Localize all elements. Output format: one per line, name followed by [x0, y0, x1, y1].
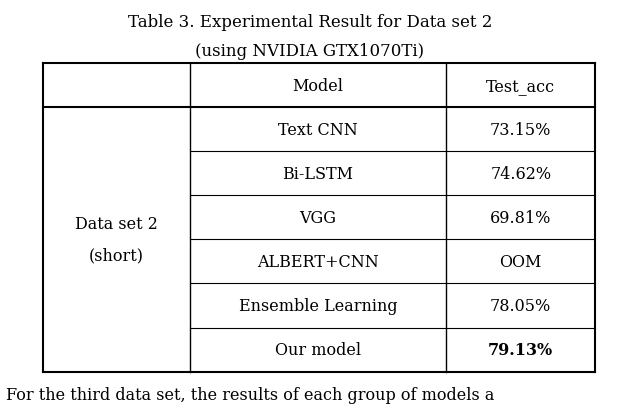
Text: 74.62%: 74.62%: [490, 166, 551, 183]
Text: Test_acc: Test_acc: [486, 78, 556, 95]
Text: Our model: Our model: [275, 341, 361, 358]
Text: Model: Model: [293, 78, 343, 95]
Text: ALBERT+CNN: ALBERT+CNN: [257, 253, 379, 270]
Text: (short): (short): [89, 247, 144, 264]
Text: Ensemble Learning: Ensemble Learning: [239, 297, 397, 314]
Text: 78.05%: 78.05%: [490, 297, 551, 314]
Text: 79.13%: 79.13%: [488, 341, 553, 358]
Text: OOM: OOM: [500, 253, 542, 270]
Text: Bi-LSTM: Bi-LSTM: [283, 166, 353, 183]
Text: Data set 2: Data set 2: [75, 216, 158, 233]
Text: 69.81%: 69.81%: [490, 209, 551, 226]
Text: (using NVIDIA GTX1070Ti): (using NVIDIA GTX1070Ti): [195, 43, 425, 60]
Text: VGG: VGG: [299, 209, 337, 226]
Text: Text CNN: Text CNN: [278, 121, 358, 138]
Text: Table 3. Experimental Result for Data set 2: Table 3. Experimental Result for Data se…: [128, 14, 492, 31]
Text: 73.15%: 73.15%: [490, 121, 551, 138]
Text: For the third data set, the results of each group of models a: For the third data set, the results of e…: [6, 386, 495, 403]
